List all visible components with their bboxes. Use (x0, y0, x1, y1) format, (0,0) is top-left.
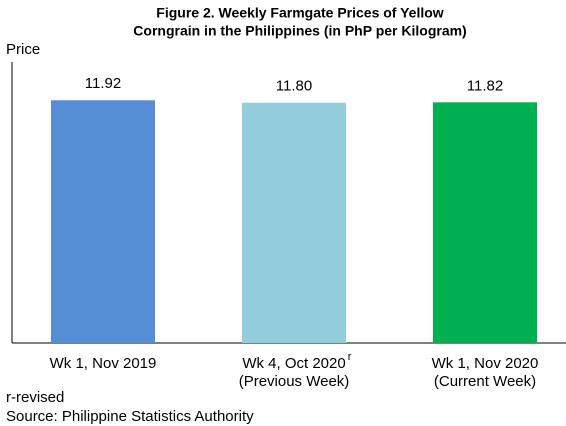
x-tick-label: Wk 4, Oct 2020 (242, 355, 345, 372)
x-tick-label: Wk 1, Nov 2020 (432, 355, 539, 372)
y-axis-label: Price (6, 41, 40, 58)
x-tick-label: (Previous Week) (239, 373, 350, 390)
data-label: 11.92 (85, 75, 121, 92)
bar (433, 102, 537, 344)
chart-title: Corngrain in the Philippines (in PhP per… (133, 23, 466, 39)
x-tick-label: (Current Week) (434, 373, 536, 390)
x-tick-label: Wk 1, Nov 2019 (50, 355, 157, 372)
footnote: r-revised (6, 389, 64, 406)
bar (242, 102, 346, 343)
data-label: 11.80 (276, 78, 312, 95)
data-label: 11.82 (467, 77, 503, 94)
superscript: r (348, 351, 352, 363)
bar (51, 100, 155, 343)
chart-title: Figure 2. Weekly Farmgate Prices of Yell… (156, 5, 443, 21)
source: Source: Philippine Statistics Authority (6, 408, 254, 425)
